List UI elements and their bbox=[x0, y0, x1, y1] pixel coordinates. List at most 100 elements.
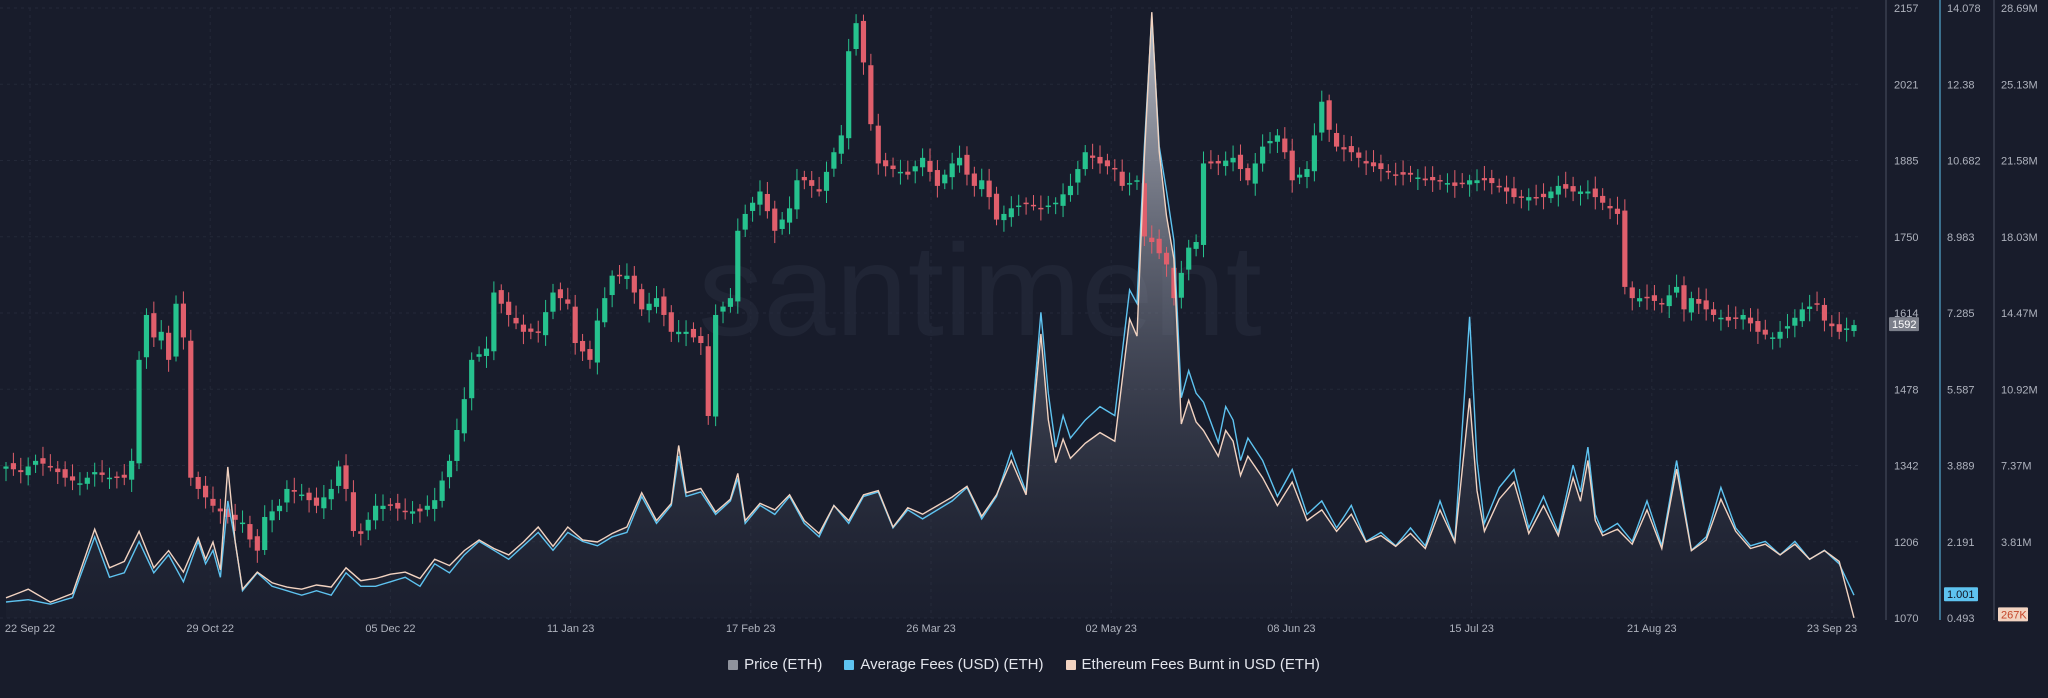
legend-swatch-price bbox=[728, 659, 739, 670]
candle-body bbox=[1163, 252, 1170, 265]
candle-body bbox=[1459, 182, 1465, 185]
legend-item-price[interactable]: Price (ETH) bbox=[728, 656, 822, 673]
candle-body bbox=[1045, 205, 1051, 208]
legend-item-fees-burnt[interactable]: Ethereum Fees Burnt in USD (ETH) bbox=[1065, 656, 1320, 673]
candle-body bbox=[254, 536, 260, 551]
candle-body bbox=[217, 508, 223, 512]
candle-body bbox=[180, 303, 186, 338]
candle-body bbox=[786, 208, 793, 223]
candle-body bbox=[210, 498, 216, 506]
candle-body bbox=[1356, 152, 1362, 158]
candle-body bbox=[1607, 206, 1613, 209]
candle-body bbox=[1245, 168, 1251, 181]
candle-body bbox=[365, 519, 371, 531]
fees-current-badge-bg bbox=[1944, 587, 1978, 602]
candle-body bbox=[1799, 309, 1805, 322]
candle-body bbox=[690, 328, 697, 338]
candle-body bbox=[1260, 146, 1266, 164]
candle-body bbox=[668, 312, 674, 332]
burnt-axis-tick: 21.58M bbox=[2001, 156, 2038, 168]
candle-body bbox=[1762, 329, 1768, 335]
candle-body bbox=[1067, 185, 1074, 196]
legend-item-average-fees[interactable]: Average Fees (USD) (ETH) bbox=[844, 656, 1044, 673]
candle-body bbox=[1674, 286, 1680, 293]
x-axis-tick: 02 May 23 bbox=[1086, 623, 1137, 635]
candle-body bbox=[1733, 317, 1739, 319]
candle-body bbox=[1237, 154, 1244, 170]
candle-body bbox=[971, 173, 977, 186]
fees-axis-tick: 12.38 bbox=[1947, 79, 1975, 91]
candle-body bbox=[698, 336, 704, 344]
candle-body bbox=[927, 160, 933, 172]
candle-body bbox=[956, 157, 963, 166]
price-axis-tick: 2157 bbox=[1894, 3, 1918, 15]
candle-body bbox=[986, 180, 992, 198]
candle-body bbox=[764, 193, 770, 212]
candle-body bbox=[661, 296, 667, 315]
candle-body bbox=[225, 509, 231, 517]
candle-body bbox=[639, 289, 645, 310]
candle-body bbox=[276, 505, 283, 512]
candle-body bbox=[239, 522, 246, 525]
burnt-axis-tick: 7.37M bbox=[2001, 461, 2032, 473]
candle-body bbox=[402, 510, 408, 513]
candle-body bbox=[1784, 326, 1791, 329]
candle-body bbox=[18, 470, 24, 473]
candle-body bbox=[1540, 193, 1547, 198]
candle-body bbox=[498, 290, 504, 304]
x-axis-tick: 22 Sep 22 bbox=[5, 623, 55, 635]
candle-body bbox=[979, 180, 985, 190]
candle-body bbox=[1452, 182, 1458, 186]
fees-axis-tick: 8.983 bbox=[1947, 232, 1975, 244]
candle-body bbox=[1777, 331, 1783, 339]
candle-body bbox=[1511, 188, 1517, 198]
candle-body bbox=[1097, 156, 1103, 164]
candle-body bbox=[1755, 321, 1761, 332]
candle-body bbox=[1023, 202, 1029, 205]
candle-body bbox=[1289, 150, 1295, 181]
candle-body bbox=[380, 505, 386, 509]
candle-body bbox=[1718, 317, 1724, 320]
candle-body bbox=[646, 303, 652, 311]
candle-body bbox=[823, 171, 830, 191]
candle-body bbox=[1644, 296, 1650, 299]
price-current-badge: 1592 bbox=[1892, 319, 1916, 331]
candle-body bbox=[1008, 208, 1014, 218]
candle-body bbox=[1393, 174, 1399, 176]
candle-body bbox=[1030, 204, 1037, 207]
candle-body bbox=[506, 301, 512, 315]
candle-body bbox=[1112, 167, 1118, 170]
candle-body bbox=[875, 125, 881, 164]
candle-body bbox=[1481, 178, 1487, 181]
candle-body bbox=[469, 359, 475, 399]
candle-body bbox=[136, 359, 142, 464]
candle-body bbox=[1186, 247, 1192, 270]
candle-body bbox=[1585, 191, 1591, 194]
candle-body bbox=[1770, 337, 1776, 339]
candle-body bbox=[299, 494, 305, 497]
candle-body bbox=[173, 303, 179, 357]
candle-body bbox=[550, 292, 556, 312]
candle-body bbox=[1844, 328, 1850, 330]
candle-body bbox=[62, 469, 68, 478]
candle-body bbox=[897, 171, 904, 174]
candle-body bbox=[705, 346, 711, 416]
candle-body bbox=[262, 516, 268, 551]
candle-body bbox=[809, 180, 815, 186]
candle-body bbox=[84, 477, 90, 484]
candle-body bbox=[1836, 324, 1842, 332]
candle-body bbox=[1600, 195, 1606, 203]
burnt-area bbox=[6, 12, 1854, 619]
candle-body bbox=[1178, 272, 1184, 298]
candle-body bbox=[10, 463, 16, 470]
candle-body bbox=[47, 466, 53, 468]
candle-body bbox=[129, 460, 135, 480]
candle-body bbox=[247, 524, 253, 540]
candle-body bbox=[1629, 287, 1635, 299]
candle-body bbox=[794, 180, 800, 210]
candle-body bbox=[343, 465, 349, 489]
legend-label-average-fees: Average Fees (USD) (ETH) bbox=[860, 656, 1044, 673]
candle-body bbox=[779, 219, 785, 229]
